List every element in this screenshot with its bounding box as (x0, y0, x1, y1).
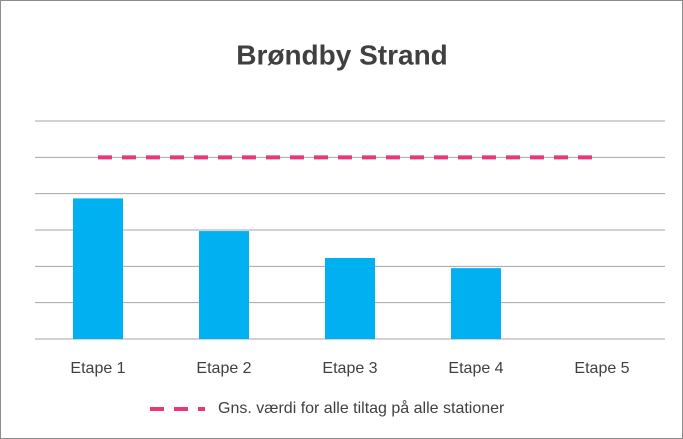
legend-label: Gns. værdi for alle tiltag på alle stati… (218, 399, 505, 417)
x-tick-label: Etape 1 (70, 360, 125, 377)
bar (451, 268, 501, 339)
bar (73, 198, 123, 339)
bar (325, 257, 375, 339)
x-tick-label: Etape 5 (574, 360, 629, 377)
bar (199, 231, 249, 339)
x-tick-label: Etape 4 (448, 360, 503, 377)
chart-title: Brøndby Strand (236, 39, 448, 70)
x-tick-label: Etape 2 (196, 360, 251, 377)
x-tick-label: Etape 3 (322, 360, 377, 377)
